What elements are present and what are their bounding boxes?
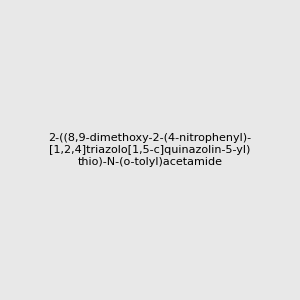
Text: 2-((8,9-dimethoxy-2-(4-nitrophenyl)-
[1,2,4]triazolo[1,5-c]quinazolin-5-yl)
thio: 2-((8,9-dimethoxy-2-(4-nitrophenyl)- [1,… bbox=[48, 134, 252, 166]
